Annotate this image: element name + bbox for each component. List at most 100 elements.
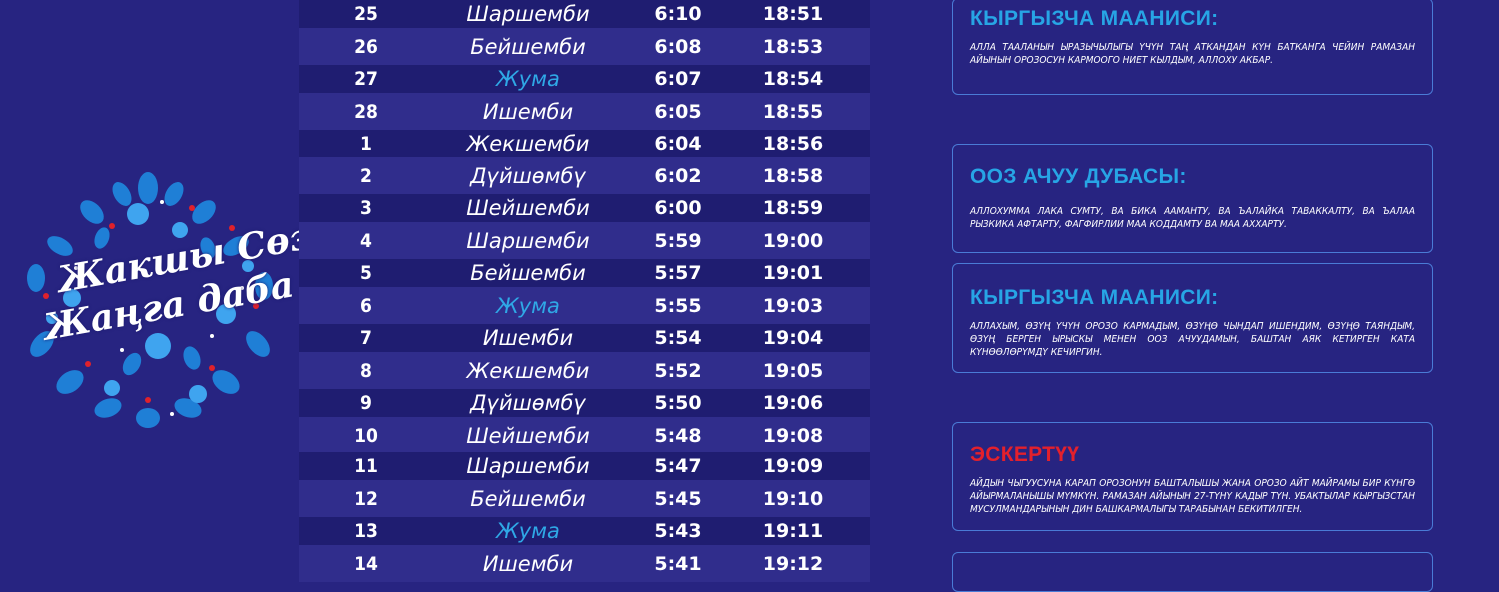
day-number: 26 <box>354 35 378 58</box>
weekday-name: Шейшемби <box>466 196 590 220</box>
day-number: 10 <box>354 424 378 447</box>
note-title: ЭСКЕРТҮҮ <box>970 443 1080 466</box>
floral-wreath-icon <box>27 172 273 428</box>
suhoor-time: 6:08 <box>654 35 702 58</box>
day-number: 14 <box>354 552 378 575</box>
table-row: 27 Жума 6:07 18:54 <box>299 65 870 93</box>
table-row: 13 Жума 5:43 19:11 <box>299 517 870 545</box>
table-row: 4 Шаршемби 5:59 19:00 <box>299 222 870 259</box>
suhoor-time: 5:48 <box>654 424 702 447</box>
table-row: 7 Ишемби 5:54 19:04 <box>299 324 870 352</box>
meaning-text-1: АЛЛА ТААЛАНЫН ЫРАЗЫЧЫЛЫГЫ ҮЧҮН ТАҢ АТКАН… <box>970 42 1415 66</box>
suhoor-time: 5:41 <box>654 552 702 575</box>
table-row: 10 Шейшемби 5:48 19:08 <box>299 417 870 454</box>
weekday-name: Шаршемби <box>466 228 590 253</box>
table-row: 14 Ишемби 5:41 19:12 <box>299 545 870 582</box>
day-number: 12 <box>354 487 378 510</box>
iftar-time: 18:59 <box>762 197 824 219</box>
weekday-name: Жума <box>496 293 560 318</box>
day-number: 27 <box>354 68 378 90</box>
note-box: ЭСКЕРТҮҮ АЙДЫН ЧЫГУУСУНА КАРАП ОРОЗОНУН … <box>952 422 1433 531</box>
weekday-name: Бейшемби <box>470 486 586 511</box>
iftar-time: 18:54 <box>762 68 824 90</box>
weekday-name: Дүйшөмбү <box>470 391 586 415</box>
day-number: 13 <box>354 520 378 542</box>
iftar-time: 19:12 <box>762 552 824 575</box>
suhoor-time: 5:54 <box>654 327 702 349</box>
day-number: 11 <box>354 455 378 477</box>
table-row: 26 Бейшемби 6:08 18:53 <box>299 28 870 65</box>
table-row: 28 Ишемби 6:05 18:55 <box>299 93 870 130</box>
day-number: 28 <box>354 100 378 123</box>
suhoor-time: 5:55 <box>654 294 702 317</box>
iftar-time: 19:00 <box>762 229 824 252</box>
weekday-name: Ишемби <box>482 326 574 350</box>
weekday-name: Бейшемби <box>470 34 586 59</box>
meaning-box-1: КЫРГЫЗЧА МААНИСИ: АЛЛА ТААЛАНЫН ЫРАЗЫЧЫЛ… <box>952 0 1433 95</box>
suhoor-time: 5:45 <box>654 487 702 510</box>
table-row: 6 Жума 5:55 19:03 <box>299 287 870 324</box>
suhoor-time: 6:05 <box>654 100 702 123</box>
day-number: 5 <box>360 262 372 284</box>
suhoor-time: 5:57 <box>654 262 702 284</box>
table-row: 11 Шаршемби 5:47 19:09 <box>299 452 870 480</box>
iftar-time: 18:56 <box>762 133 824 155</box>
suhoor-time: 5:52 <box>654 359 702 382</box>
ramadan-timetable: 25 Шаршемби 6:10 18:51 26 Бейшемби 6:08 18:53 27… <box>299 0 870 582</box>
table-row: 1 Жекшемби 6:04 18:56 <box>299 130 870 158</box>
meaning-title-1: КЫРГЫЗЧА МААНИСИ: <box>970 7 1219 30</box>
table-row: 5 Бейшемби 5:57 19:01 <box>299 259 870 287</box>
iftar-time: 19:05 <box>762 359 824 382</box>
table-row: 3 Шейшемби 6:00 18:59 <box>299 194 870 222</box>
day-number: 7 <box>360 327 372 349</box>
note-text: АЙДЫН ЧЫГУУСУНА КАРАП ОРОЗОНУН БАШТАЛЫШЫ… <box>970 478 1415 515</box>
iftar-time: 19:11 <box>762 520 824 542</box>
weekday-name: Дүйшөмбү <box>470 163 586 188</box>
day-number: 4 <box>360 229 372 252</box>
bottom-box <box>952 552 1433 592</box>
table-row: 8 Жекшемби 5:52 19:05 <box>299 352 870 389</box>
weekday-name: Жума <box>496 519 560 543</box>
suhoor-time: 5:43 <box>654 520 702 542</box>
table-row: 12 Бейшемби 5:45 19:10 <box>299 480 870 517</box>
day-number: 8 <box>360 359 372 382</box>
dua-title: ООЗ АЧУУ ДУБАСЫ: <box>970 165 1187 188</box>
iftar-time: 19:01 <box>762 262 824 284</box>
day-number: 9 <box>360 392 372 414</box>
table-row: 9 Дүйшөмбү 5:50 19:06 <box>299 389 870 417</box>
dua-text: АЛЛОХУММА ЛАКА СУМТУ, ВА БИКА ААМАНТУ, В… <box>970 206 1415 230</box>
iftar-time: 18:55 <box>762 100 824 123</box>
suhoor-time: 6:04 <box>654 133 702 155</box>
meaning-box-2: КЫРГЫЗЧА МААНИСИ: АЛЛАХЫМ, ӨЗҮҢ ҮЧҮН ОРО… <box>952 263 1433 373</box>
iftar-time: 19:08 <box>762 424 824 447</box>
iftar-time: 19:03 <box>762 294 824 317</box>
weekday-name: Бейшемби <box>470 261 586 285</box>
iftar-time: 18:51 <box>762 3 824 25</box>
suhoor-time: 5:59 <box>654 229 702 252</box>
weekday-name: Жекшемби <box>466 132 590 156</box>
suhoor-time: 5:47 <box>654 455 702 477</box>
meaning-title-2: КЫРГЫЗЧА МААНИСИ: <box>970 286 1219 309</box>
suhoor-time: 5:50 <box>654 392 702 414</box>
weekday-name: Шаршемби <box>466 454 590 478</box>
weekday-name: Шейшемби <box>466 423 590 448</box>
iftar-time: 18:58 <box>762 164 824 187</box>
iftar-time: 19:06 <box>762 392 824 414</box>
weekday-name: Ишемби <box>482 99 574 124</box>
suhoor-time: 6:00 <box>654 197 702 219</box>
weekday-name: Жекшемби <box>466 358 590 383</box>
day-number: 3 <box>360 197 372 219</box>
suhoor-time: 6:10 <box>654 3 702 25</box>
weekday-name: Жума <box>496 67 560 91</box>
meaning-text-2: АЛЛАХЫМ, ӨЗҮҢ ҮЧҮН ОРОЗО КАРМАДЫМ, ӨЗҮҢӨ… <box>970 321 1415 358</box>
day-number: 1 <box>360 133 372 155</box>
iftar-time: 19:10 <box>762 487 824 510</box>
table-row: 2 Дүйшөмбү 6:02 18:58 <box>299 157 870 194</box>
iftar-time: 19:09 <box>762 455 824 477</box>
weekday-name: Ишемби <box>482 551 574 576</box>
table-row: 25 Шаршемби 6:10 18:51 <box>299 0 870 28</box>
weekday-name: Шаршемби <box>466 2 590 26</box>
suhoor-time: 6:02 <box>654 164 702 187</box>
day-number: 6 <box>360 294 372 317</box>
iftar-time: 18:53 <box>762 35 824 58</box>
